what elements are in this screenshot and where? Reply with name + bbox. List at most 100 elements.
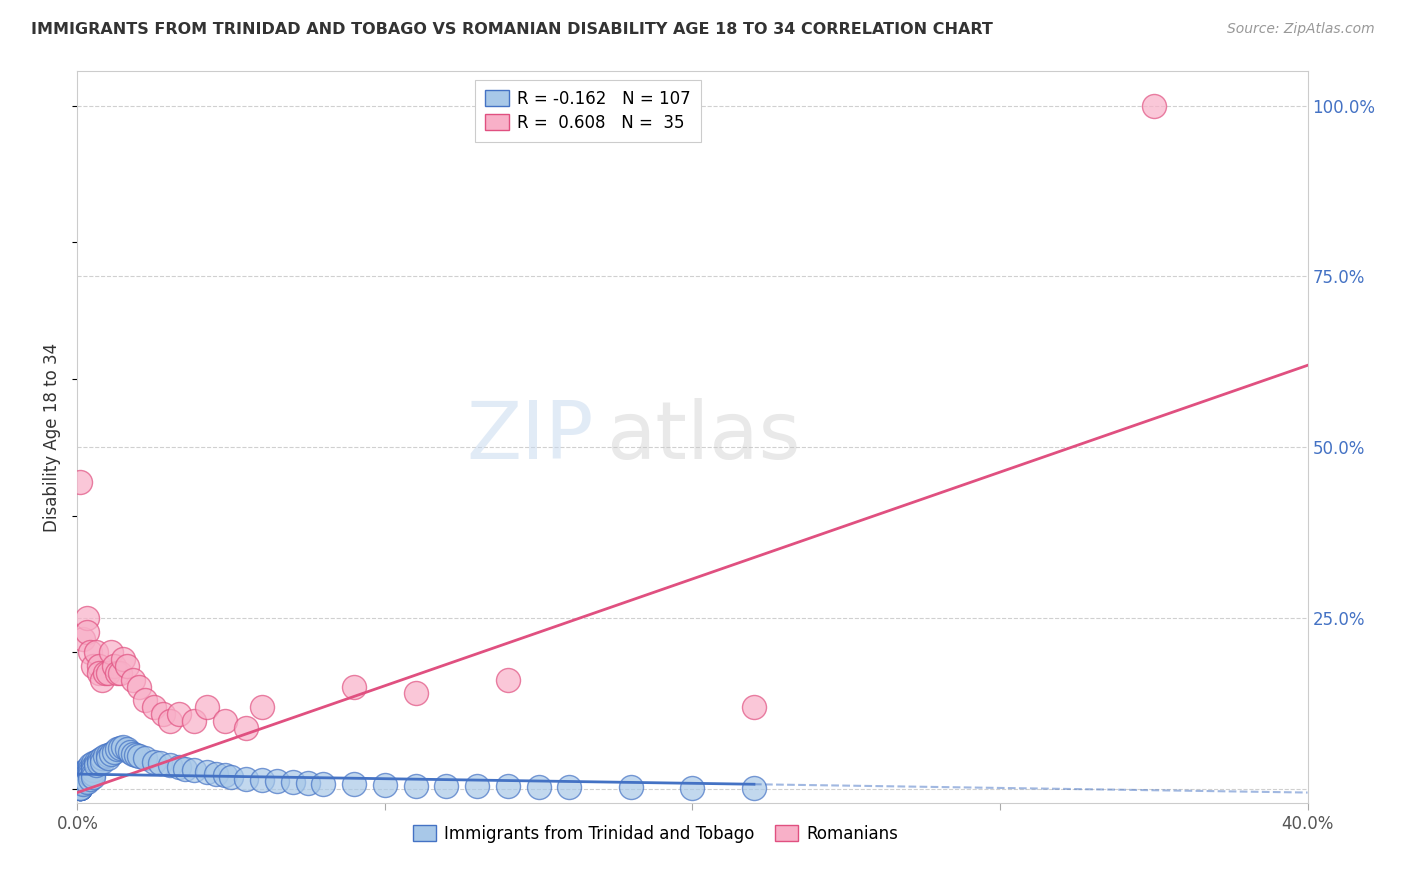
Point bbox=[115, 742, 138, 756]
Point bbox=[69, 768, 91, 782]
Point bbox=[682, 780, 704, 795]
Point bbox=[69, 780, 91, 794]
Point bbox=[152, 706, 174, 721]
Point bbox=[496, 780, 519, 794]
Point bbox=[69, 780, 91, 794]
Point bbox=[110, 665, 132, 680]
Point bbox=[69, 780, 91, 795]
Point bbox=[69, 781, 91, 796]
Point bbox=[527, 780, 550, 794]
Point bbox=[69, 777, 91, 791]
Point bbox=[90, 755, 114, 769]
Point bbox=[69, 772, 91, 786]
Point bbox=[496, 673, 519, 687]
Point bbox=[84, 755, 107, 769]
Point bbox=[105, 742, 128, 756]
Point bbox=[79, 772, 101, 786]
Point bbox=[167, 706, 190, 721]
Text: ZIP: ZIP bbox=[467, 398, 595, 476]
Point bbox=[69, 775, 91, 789]
Point bbox=[69, 777, 91, 791]
Point bbox=[1143, 98, 1166, 112]
Point bbox=[134, 751, 156, 765]
Point bbox=[118, 745, 141, 759]
Point bbox=[84, 645, 107, 659]
Point bbox=[159, 758, 181, 772]
Point bbox=[219, 770, 242, 784]
Point bbox=[72, 770, 94, 784]
Point bbox=[343, 680, 366, 694]
Point bbox=[297, 776, 319, 790]
Point bbox=[112, 739, 135, 754]
Point bbox=[69, 780, 91, 794]
Legend: Immigrants from Trinidad and Tobago, Romanians: Immigrants from Trinidad and Tobago, Rom… bbox=[406, 818, 905, 849]
Point bbox=[97, 747, 120, 762]
Point bbox=[87, 665, 110, 680]
Point bbox=[79, 765, 101, 780]
Point bbox=[128, 749, 150, 764]
Point bbox=[97, 751, 120, 765]
Point bbox=[72, 772, 94, 786]
Point bbox=[69, 780, 91, 795]
Point bbox=[69, 780, 91, 795]
Point bbox=[312, 777, 335, 791]
Point bbox=[69, 770, 91, 784]
Point bbox=[72, 777, 94, 791]
Point bbox=[69, 777, 91, 791]
Point bbox=[167, 760, 190, 774]
Point bbox=[465, 780, 488, 794]
Y-axis label: Disability Age 18 to 34: Disability Age 18 to 34 bbox=[44, 343, 62, 532]
Point bbox=[250, 700, 273, 714]
Point bbox=[79, 762, 101, 776]
Point bbox=[159, 714, 181, 728]
Text: IMMIGRANTS FROM TRINIDAD AND TOBAGO VS ROMANIAN DISABILITY AGE 18 TO 34 CORRELAT: IMMIGRANTS FROM TRINIDAD AND TOBAGO VS R… bbox=[31, 22, 993, 37]
Point bbox=[100, 747, 122, 761]
Point bbox=[76, 765, 98, 780]
Point bbox=[195, 700, 218, 714]
Point bbox=[72, 773, 94, 788]
Point bbox=[87, 753, 110, 767]
Point bbox=[82, 770, 104, 784]
Point bbox=[82, 659, 104, 673]
Point bbox=[76, 768, 98, 782]
Point bbox=[405, 686, 427, 700]
Point bbox=[195, 765, 218, 780]
Point bbox=[69, 779, 91, 793]
Point bbox=[72, 776, 94, 790]
Point bbox=[436, 779, 458, 793]
Point bbox=[121, 747, 143, 761]
Point bbox=[79, 758, 101, 772]
Point bbox=[76, 763, 98, 777]
Point bbox=[76, 624, 98, 639]
Point bbox=[76, 772, 98, 786]
Point bbox=[76, 775, 98, 789]
Point bbox=[69, 780, 91, 795]
Point bbox=[69, 780, 91, 794]
Point bbox=[90, 751, 114, 765]
Point bbox=[69, 781, 91, 796]
Point bbox=[69, 781, 91, 796]
Point bbox=[72, 632, 94, 646]
Point bbox=[72, 765, 94, 780]
Point bbox=[742, 780, 765, 795]
Point bbox=[69, 475, 91, 489]
Point bbox=[69, 780, 91, 794]
Text: Source: ZipAtlas.com: Source: ZipAtlas.com bbox=[1227, 22, 1375, 37]
Point bbox=[87, 756, 110, 771]
Point bbox=[94, 749, 117, 764]
Point bbox=[103, 659, 125, 673]
Point bbox=[76, 773, 98, 788]
Point bbox=[79, 645, 101, 659]
Point bbox=[115, 659, 138, 673]
Point bbox=[84, 758, 107, 772]
Point bbox=[174, 762, 197, 776]
Point bbox=[72, 773, 94, 788]
Point bbox=[405, 779, 427, 793]
Point bbox=[72, 767, 94, 781]
Point bbox=[121, 673, 143, 687]
Point bbox=[82, 763, 104, 777]
Point bbox=[125, 747, 148, 762]
Point bbox=[110, 741, 132, 756]
Point bbox=[143, 700, 166, 714]
Point bbox=[69, 780, 91, 794]
